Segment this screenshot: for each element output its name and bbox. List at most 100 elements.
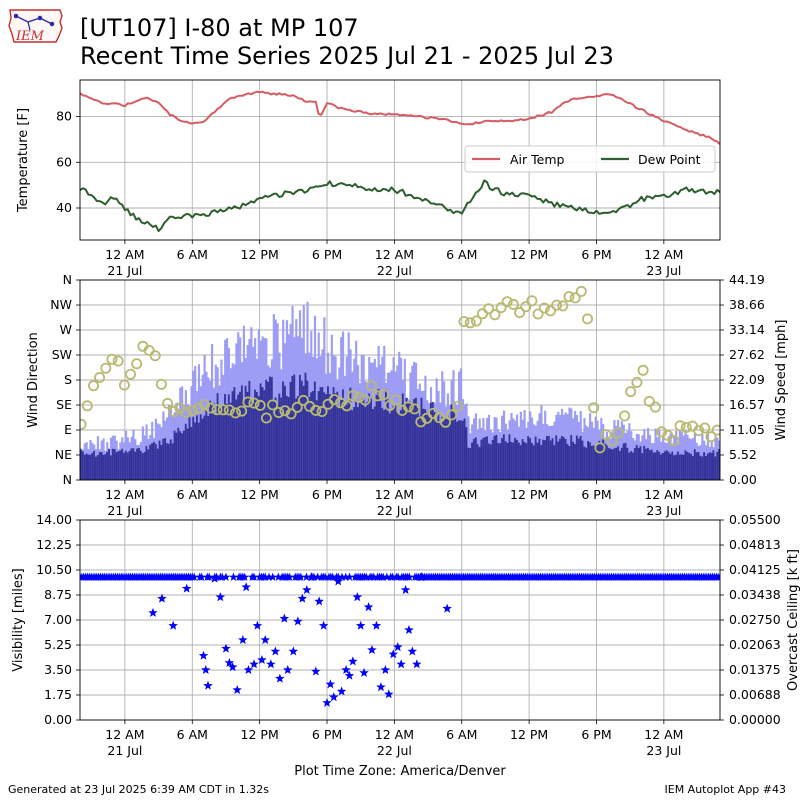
wind-direction-marker bbox=[495, 302, 507, 314]
wind-speed-bar bbox=[407, 403, 410, 480]
wind-speed-bar bbox=[169, 439, 172, 480]
wind-speed-bar bbox=[637, 448, 640, 480]
wind-direction-marker bbox=[248, 397, 260, 409]
wind-speed-bar bbox=[478, 447, 481, 480]
wind-speed-bar bbox=[265, 379, 268, 480]
wind-speed-bar bbox=[321, 387, 324, 480]
wind-direction-marker bbox=[125, 368, 137, 380]
wind-speed-bar bbox=[93, 450, 96, 480]
wind-speed-bar bbox=[104, 454, 107, 480]
wind-speed-bar bbox=[639, 446, 642, 480]
y-tick-label: 8.75 bbox=[44, 587, 72, 602]
wind-speed-bar bbox=[594, 447, 597, 480]
wind-direction-marker bbox=[347, 390, 359, 402]
wind-speed-bar bbox=[401, 393, 405, 480]
wind-direction-marker bbox=[693, 425, 705, 437]
wind-speed-bar bbox=[315, 400, 318, 480]
visibility-star bbox=[352, 592, 363, 602]
y-tick-label: 3.50 bbox=[44, 662, 72, 677]
wind-speed-bar bbox=[162, 438, 165, 480]
wind-speed-bar bbox=[298, 374, 302, 480]
visibility-star bbox=[341, 572, 351, 581]
wind-speed-bar bbox=[111, 448, 114, 480]
wind-speed-bar bbox=[589, 442, 592, 480]
y2-tick-label: 38.66 bbox=[729, 297, 765, 312]
wind-direction-marker bbox=[334, 397, 346, 409]
y2-axis-label: Overcast Ceiling [k ft] bbox=[786, 549, 800, 691]
visibility-star bbox=[224, 657, 235, 667]
wind-speed-bar bbox=[386, 399, 390, 480]
wind-speed-bar bbox=[544, 440, 547, 480]
wind-speed-bar bbox=[278, 393, 281, 480]
wind-speed-bar bbox=[285, 395, 289, 480]
x-tick-label: 6 AM bbox=[446, 487, 477, 502]
wind-direction-marker bbox=[649, 401, 661, 413]
wind-speed-bar bbox=[293, 374, 296, 480]
visibility-star bbox=[336, 686, 347, 696]
wind-direction-marker bbox=[310, 404, 322, 416]
wind-direction-marker bbox=[545, 305, 557, 317]
temperature-lines bbox=[80, 90, 720, 233]
visibility-star bbox=[283, 665, 293, 674]
wind-speed-bar bbox=[710, 452, 713, 480]
y-tick-label: S bbox=[64, 372, 72, 387]
wind-speed-bar bbox=[413, 399, 416, 480]
wind-speed-bar bbox=[617, 446, 620, 480]
visibility-star bbox=[355, 620, 366, 630]
visibility-star bbox=[325, 679, 336, 689]
y-tick-label: 40 bbox=[56, 200, 72, 215]
wind-speed-bar bbox=[574, 444, 577, 480]
visibility-star bbox=[240, 572, 250, 581]
wind-speed-bar bbox=[209, 400, 212, 480]
wind-speed-bar bbox=[572, 441, 575, 480]
visibility-star bbox=[266, 659, 276, 669]
visibility-star bbox=[306, 572, 317, 582]
wind-speed-bar bbox=[433, 412, 436, 480]
wind-direction-marker bbox=[365, 380, 377, 392]
y-tick-label: SW bbox=[52, 347, 72, 362]
wind-speed-bar bbox=[147, 449, 150, 480]
wind-direction-marker bbox=[112, 355, 124, 367]
x-tick-label: 6 PM bbox=[581, 247, 611, 262]
wind-speed-bar bbox=[269, 376, 272, 480]
wind-gust-bar bbox=[167, 405, 171, 480]
visibility-star bbox=[442, 603, 452, 613]
wind-speed-bar bbox=[529, 438, 532, 480]
wind-gust-bar bbox=[628, 423, 631, 480]
wind-speed-bar bbox=[660, 454, 663, 480]
wind-direction-marker bbox=[223, 404, 235, 416]
wind-speed-bar bbox=[85, 453, 88, 480]
wind-speed-bar bbox=[508, 434, 511, 480]
wind-speed-bar bbox=[237, 394, 240, 480]
x-axis-title: Plot Time Zone: America/Denver bbox=[294, 764, 506, 779]
wind-speed-bar bbox=[609, 448, 612, 480]
wind-speed-bar bbox=[222, 404, 225, 480]
y-tick-label: 10.50 bbox=[36, 562, 72, 577]
wind-gust-bar bbox=[540, 405, 543, 480]
wind-speed-bar bbox=[115, 452, 118, 480]
visibility-star bbox=[382, 572, 392, 581]
wind-speed-bar bbox=[476, 444, 479, 480]
wind-speed-bar bbox=[364, 407, 367, 480]
wind-direction-marker bbox=[680, 421, 692, 433]
wind-direction-marker bbox=[186, 405, 198, 417]
wind-speed-bar bbox=[510, 442, 513, 480]
wind-speed-bar bbox=[347, 400, 350, 480]
wind-speed-bar bbox=[499, 443, 502, 480]
visibility-star bbox=[252, 620, 263, 630]
wind-direction-marker bbox=[81, 400, 93, 412]
visibility-star bbox=[241, 582, 251, 592]
wind-speed-bar bbox=[675, 454, 678, 480]
wind-direction-marker bbox=[291, 401, 303, 413]
wind-speed-bar bbox=[109, 455, 113, 480]
wind-speed-bar bbox=[319, 387, 322, 480]
x-tick-label: 6 PM bbox=[312, 487, 342, 502]
visibility-star bbox=[359, 667, 369, 677]
y-tick-label: 14.00 bbox=[36, 512, 72, 527]
x-tick-date-label: 22 Jul bbox=[377, 263, 412, 278]
wind-speed-bar bbox=[132, 448, 135, 480]
wind-speed-bar bbox=[680, 454, 683, 480]
wind-direction-marker bbox=[88, 380, 100, 392]
x-tick-label: 12 AM bbox=[644, 487, 683, 502]
